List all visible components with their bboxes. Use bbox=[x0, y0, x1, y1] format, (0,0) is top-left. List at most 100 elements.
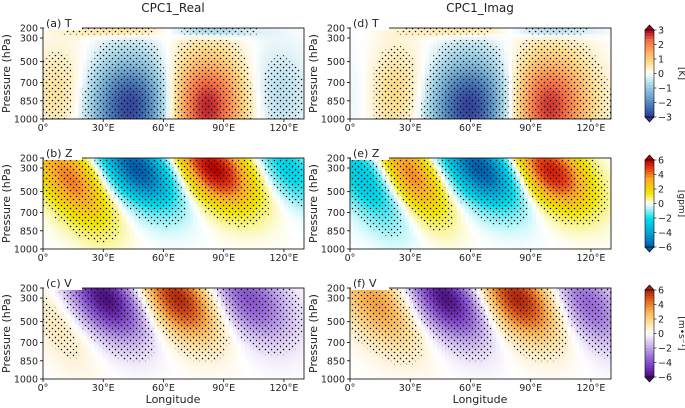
field-cell bbox=[153, 37, 159, 41]
field-cell bbox=[496, 43, 501, 47]
stipple-cell bbox=[193, 40, 198, 44]
field-cell bbox=[98, 43, 103, 47]
stipple-cell bbox=[296, 88, 301, 93]
field-cell bbox=[284, 40, 289, 44]
stipple-cell bbox=[268, 109, 273, 114]
stipple-cell bbox=[130, 94, 135, 99]
stipple-cell bbox=[157, 70, 163, 74]
stipple-cell bbox=[292, 115, 297, 119]
field-cell bbox=[244, 55, 250, 59]
field-cell bbox=[288, 46, 293, 50]
stipple-cell bbox=[153, 61, 159, 65]
field-cell bbox=[264, 103, 269, 108]
field-cell bbox=[492, 37, 497, 41]
field-cell bbox=[102, 37, 107, 41]
field-cell bbox=[260, 34, 266, 38]
stipple-cell bbox=[232, 109, 238, 114]
stipple-cell bbox=[213, 100, 218, 105]
stipple-cell bbox=[46, 61, 52, 65]
stipple-cell bbox=[133, 85, 139, 90]
field-cell bbox=[353, 94, 359, 99]
field-cell bbox=[476, 37, 482, 41]
field-cell bbox=[421, 34, 426, 38]
stipple-cell bbox=[98, 61, 103, 65]
field-cell bbox=[86, 64, 92, 69]
field-cell bbox=[417, 61, 422, 65]
field-cell bbox=[603, 55, 608, 59]
stipple-cell bbox=[173, 55, 178, 59]
stipple-cell bbox=[197, 82, 202, 87]
field-cell bbox=[165, 94, 171, 99]
stipple-cell bbox=[58, 109, 64, 114]
field-cell bbox=[82, 58, 88, 62]
field-cell bbox=[165, 34, 171, 38]
field-cell bbox=[504, 70, 509, 75]
field-cell bbox=[433, 34, 438, 38]
field-cell bbox=[504, 31, 509, 35]
stipple-cell bbox=[193, 28, 198, 32]
field-cell bbox=[280, 28, 285, 32]
stipple-cell bbox=[106, 109, 111, 114]
stipple-cell bbox=[220, 94, 226, 99]
stipple-cell bbox=[236, 79, 242, 83]
field-cell bbox=[591, 31, 596, 35]
field-cell bbox=[169, 85, 175, 90]
stipple-cell bbox=[228, 61, 234, 65]
field-cell bbox=[292, 31, 297, 35]
stipple-cell bbox=[114, 40, 119, 44]
field-cell bbox=[512, 55, 517, 59]
stipple-cell bbox=[213, 46, 218, 50]
field-cell bbox=[78, 46, 84, 50]
stipple-cell bbox=[157, 76, 163, 80]
stipple-cell bbox=[145, 94, 151, 99]
field-cell bbox=[66, 34, 72, 38]
stipple-cell bbox=[209, 82, 214, 87]
field-cell bbox=[508, 97, 513, 102]
field-cell bbox=[300, 34, 304, 38]
stipple-cell bbox=[185, 115, 190, 119]
stipple-cell bbox=[149, 112, 155, 117]
field-cell bbox=[165, 112, 171, 117]
field-cell bbox=[413, 82, 418, 87]
field-cell bbox=[217, 34, 222, 38]
field-cell bbox=[78, 73, 84, 78]
stipple-cell bbox=[110, 70, 115, 74]
stipple-cell bbox=[126, 76, 131, 80]
stipple-cell bbox=[153, 73, 159, 77]
field-cell bbox=[599, 64, 604, 69]
field-cell bbox=[86, 40, 92, 44]
stipple-cell bbox=[50, 52, 56, 56]
stipple-cell bbox=[114, 73, 119, 77]
x-tick-label: 0° bbox=[38, 123, 49, 134]
field-cell bbox=[555, 34, 561, 38]
field-cell bbox=[62, 34, 68, 38]
stipple-cell bbox=[197, 97, 202, 102]
stipple-cell bbox=[248, 85, 253, 90]
field-cell bbox=[373, 31, 379, 35]
field-cell bbox=[361, 46, 367, 50]
field-cell bbox=[118, 34, 123, 38]
field-cell bbox=[421, 37, 426, 41]
field-cell bbox=[272, 34, 277, 38]
field-cell bbox=[591, 52, 596, 56]
stipple-cell bbox=[264, 82, 269, 87]
stipple-cell bbox=[46, 91, 52, 96]
field-cell bbox=[169, 79, 175, 84]
stipple-cell bbox=[280, 67, 285, 71]
field-cell bbox=[599, 52, 604, 56]
stipple-cell bbox=[145, 82, 151, 87]
stipple-cell bbox=[102, 55, 107, 59]
field-cell bbox=[78, 112, 84, 117]
stipple-cell bbox=[236, 106, 242, 111]
field-cell bbox=[260, 109, 266, 114]
field-cell bbox=[357, 34, 363, 38]
stipple-cell bbox=[102, 82, 107, 87]
stipple-cell bbox=[141, 97, 147, 102]
field-cell bbox=[603, 64, 608, 69]
field-cell bbox=[260, 67, 266, 72]
field-cell bbox=[272, 40, 277, 44]
field-cell bbox=[599, 40, 604, 44]
stipple-cell bbox=[181, 103, 186, 108]
field-cell bbox=[157, 40, 163, 44]
field-cell bbox=[357, 85, 363, 90]
